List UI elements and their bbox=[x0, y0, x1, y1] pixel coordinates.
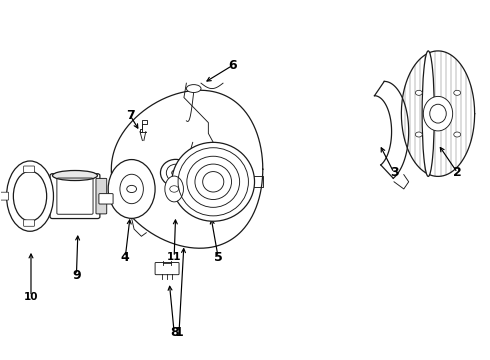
FancyBboxPatch shape bbox=[0, 192, 8, 200]
Text: 4: 4 bbox=[121, 251, 130, 264]
Circle shape bbox=[416, 90, 422, 95]
Text: 3: 3 bbox=[390, 166, 398, 179]
Text: 8: 8 bbox=[170, 326, 178, 339]
Ellipse shape bbox=[422, 51, 434, 176]
Polygon shape bbox=[140, 120, 147, 132]
Text: 11: 11 bbox=[167, 252, 181, 262]
Ellipse shape bbox=[13, 171, 47, 221]
FancyBboxPatch shape bbox=[50, 174, 100, 219]
Circle shape bbox=[454, 132, 461, 137]
Circle shape bbox=[416, 132, 422, 137]
FancyBboxPatch shape bbox=[155, 262, 179, 275]
Ellipse shape bbox=[423, 96, 453, 131]
Text: 1: 1 bbox=[174, 326, 183, 339]
Ellipse shape bbox=[186, 85, 201, 93]
Text: 10: 10 bbox=[24, 292, 38, 302]
Ellipse shape bbox=[52, 171, 98, 180]
FancyBboxPatch shape bbox=[24, 220, 34, 226]
Ellipse shape bbox=[160, 159, 191, 186]
Ellipse shape bbox=[165, 176, 183, 202]
Text: 2: 2 bbox=[453, 166, 462, 179]
Ellipse shape bbox=[172, 142, 254, 221]
FancyBboxPatch shape bbox=[99, 194, 113, 204]
FancyBboxPatch shape bbox=[96, 179, 107, 214]
Ellipse shape bbox=[6, 161, 53, 231]
Text: 9: 9 bbox=[72, 269, 81, 282]
FancyBboxPatch shape bbox=[24, 166, 34, 172]
Circle shape bbox=[454, 90, 461, 95]
Text: 7: 7 bbox=[126, 109, 135, 122]
Text: 5: 5 bbox=[214, 251, 222, 264]
Ellipse shape bbox=[108, 159, 155, 219]
Text: 6: 6 bbox=[228, 59, 237, 72]
